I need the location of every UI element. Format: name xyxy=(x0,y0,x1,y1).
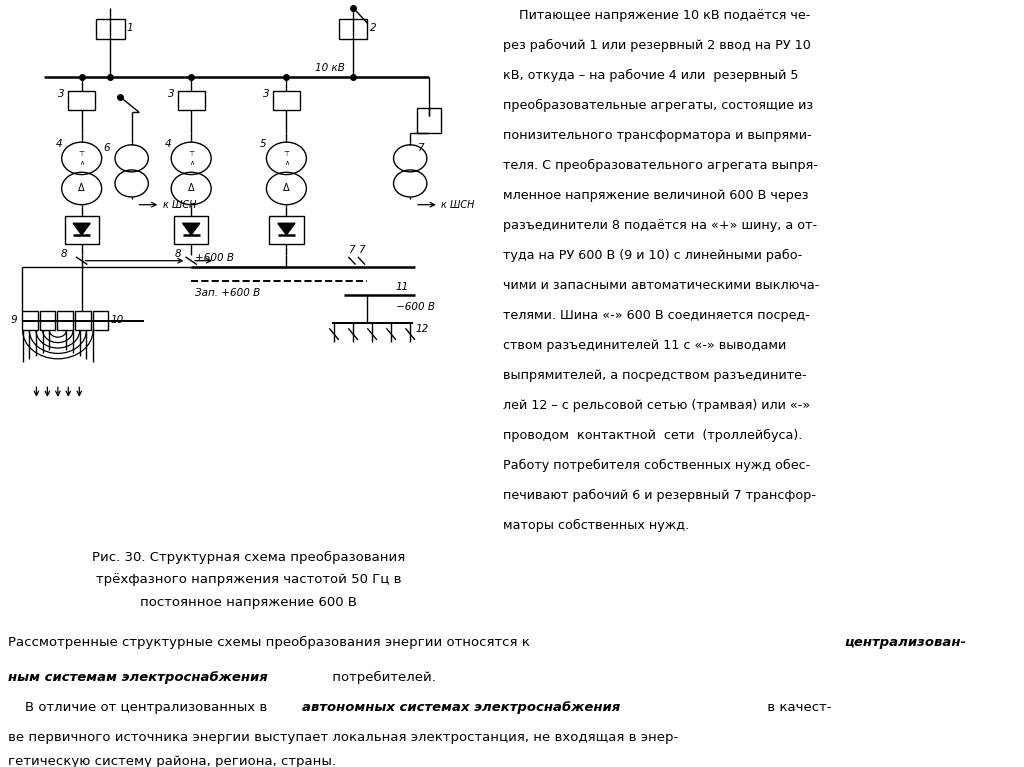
Text: понизительного трансформатора и выпрями-: понизительного трансформатора и выпрями- xyxy=(503,129,811,142)
Text: 3: 3 xyxy=(168,88,174,99)
Bar xyxy=(40,311,55,331)
Text: Рис. 30. Структурная схема преобразования: Рис. 30. Структурная схема преобразовани… xyxy=(92,551,404,565)
Text: автономных системах электроснабжения: автономных системах электроснабжения xyxy=(302,701,621,713)
Text: кВ, откуда – на рабочие 4 или  резервный 5: кВ, откуда – на рабочие 4 или резервный … xyxy=(503,68,798,81)
Bar xyxy=(269,216,303,244)
Text: Рассмотренные структурные схемы преобразования энергии относятся к: Рассмотренные структурные схемы преобраз… xyxy=(8,637,539,650)
Text: 9: 9 xyxy=(11,315,17,325)
Text: к ШСН: к ШСН xyxy=(441,199,475,209)
Text: ным системам электроснабжения: ным системам электроснабжения xyxy=(8,671,268,683)
Text: 7: 7 xyxy=(418,143,424,153)
Text: 4: 4 xyxy=(165,139,172,149)
Text: к ШСН: к ШСН xyxy=(163,199,197,209)
Bar xyxy=(273,91,300,110)
Polygon shape xyxy=(278,223,295,235)
Text: ∧: ∧ xyxy=(79,160,84,166)
Text: преобразовательные агрегаты, состоящие из: преобразовательные агрегаты, состоящие и… xyxy=(503,99,813,112)
Text: 8: 8 xyxy=(60,249,67,258)
Text: рез рабочий 1 или резервный 2 ввод на РУ 10: рез рабочий 1 или резервный 2 ввод на РУ… xyxy=(503,38,810,51)
Text: ⊤: ⊤ xyxy=(79,151,85,156)
Text: в качест-: в качест- xyxy=(763,701,831,713)
Text: Зап. +600 В: Зап. +600 В xyxy=(195,288,260,298)
Text: 1: 1 xyxy=(127,23,133,33)
Text: чими и запасными автоматическими выключа-: чими и запасными автоматическими выключа… xyxy=(503,279,819,292)
Bar xyxy=(75,311,91,331)
Text: централизован-: централизован- xyxy=(845,637,967,650)
Text: 7: 7 xyxy=(357,245,365,255)
Polygon shape xyxy=(182,223,200,235)
Bar xyxy=(23,311,38,331)
Text: печивают рабочий 6 и резервный 7 трансфор-: печивают рабочий 6 и резервный 7 трансфо… xyxy=(503,489,815,502)
Text: 6: 6 xyxy=(103,143,110,153)
Text: ∧: ∧ xyxy=(284,160,289,166)
Text: В отличие от централизованных в: В отличие от централизованных в xyxy=(8,701,271,713)
Text: Работу потребителя собственных нужд обес-: Работу потребителя собственных нужд обес… xyxy=(503,459,810,472)
Text: ве первичного источника энергии выступает локальная электростанция, не входящая : ве первичного источника энергии выступае… xyxy=(8,731,679,743)
Text: 2: 2 xyxy=(370,23,377,33)
Text: 5: 5 xyxy=(260,139,267,149)
Bar xyxy=(418,108,441,133)
Text: Δ: Δ xyxy=(79,183,85,193)
Text: 7: 7 xyxy=(348,245,355,255)
Text: Питающее напряжение 10 кВ подаётся че-: Питающее напряжение 10 кВ подаётся че- xyxy=(503,8,810,21)
Polygon shape xyxy=(73,223,90,235)
Bar xyxy=(92,311,109,331)
Text: мленное напряжение величиной 600 В через: мленное напряжение величиной 600 В через xyxy=(503,189,808,202)
Bar xyxy=(65,216,98,244)
Text: 10 кВ: 10 кВ xyxy=(315,64,345,74)
Text: проводом  контактной  сети  (троллейбуса).: проводом контактной сети (троллейбуса). xyxy=(503,429,802,442)
Text: гетическую систему района, региона, страны.: гетическую систему района, региона, стра… xyxy=(8,755,336,767)
Text: трёхфазного напряжения частотой 50 Гц в: трёхфазного напряжения частотой 50 Гц в xyxy=(95,573,401,585)
Text: 3: 3 xyxy=(58,88,65,99)
Bar xyxy=(178,91,205,110)
Bar xyxy=(57,311,73,331)
Text: 11: 11 xyxy=(396,282,410,292)
Text: ⊤: ⊤ xyxy=(284,151,290,156)
Text: туда на РУ 600 В (9 и 10) с линейными рабо-: туда на РУ 600 В (9 и 10) с линейными ра… xyxy=(503,249,802,262)
Text: потребителей.: потребителей. xyxy=(328,670,435,684)
Text: лей 12 – с рельсовой сетью (трамвая) или «-»: лей 12 – с рельсовой сетью (трамвая) или… xyxy=(503,399,810,412)
Text: маторы собственных нужд.: маторы собственных нужд. xyxy=(503,519,689,532)
Text: 10: 10 xyxy=(111,315,124,325)
Text: Δ: Δ xyxy=(283,183,290,193)
Text: телями. Шина «-» 600 В соединяется посред-: телями. Шина «-» 600 В соединяется посре… xyxy=(503,309,809,322)
Text: Δ: Δ xyxy=(187,183,195,193)
Bar xyxy=(339,19,368,38)
Text: ∧: ∧ xyxy=(188,160,194,166)
Text: 12: 12 xyxy=(416,324,429,334)
Text: +600 В: +600 В xyxy=(195,253,234,263)
Text: выпрямителей, а посредством разъедините-: выпрямителей, а посредством разъедините- xyxy=(503,369,806,382)
Bar xyxy=(96,19,125,38)
Text: теля. С преобразовательного агрегата выпря-: теля. С преобразовательного агрегата вып… xyxy=(503,159,817,172)
Bar xyxy=(69,91,95,110)
Text: 8: 8 xyxy=(174,249,181,258)
Text: постоянное напряжение 600 В: постоянное напряжение 600 В xyxy=(140,596,356,608)
Text: ⊤: ⊤ xyxy=(188,151,195,156)
Text: 3: 3 xyxy=(263,88,269,99)
Text: ством разъединителей 11 с «-» выводами: ством разъединителей 11 с «-» выводами xyxy=(503,339,785,352)
Text: 4: 4 xyxy=(55,139,62,149)
Text: разъединители 8 подаётся на «+» шину, а от-: разъединители 8 подаётся на «+» шину, а … xyxy=(503,219,817,232)
Text: −600 В: −600 В xyxy=(396,302,435,312)
Bar xyxy=(174,216,208,244)
